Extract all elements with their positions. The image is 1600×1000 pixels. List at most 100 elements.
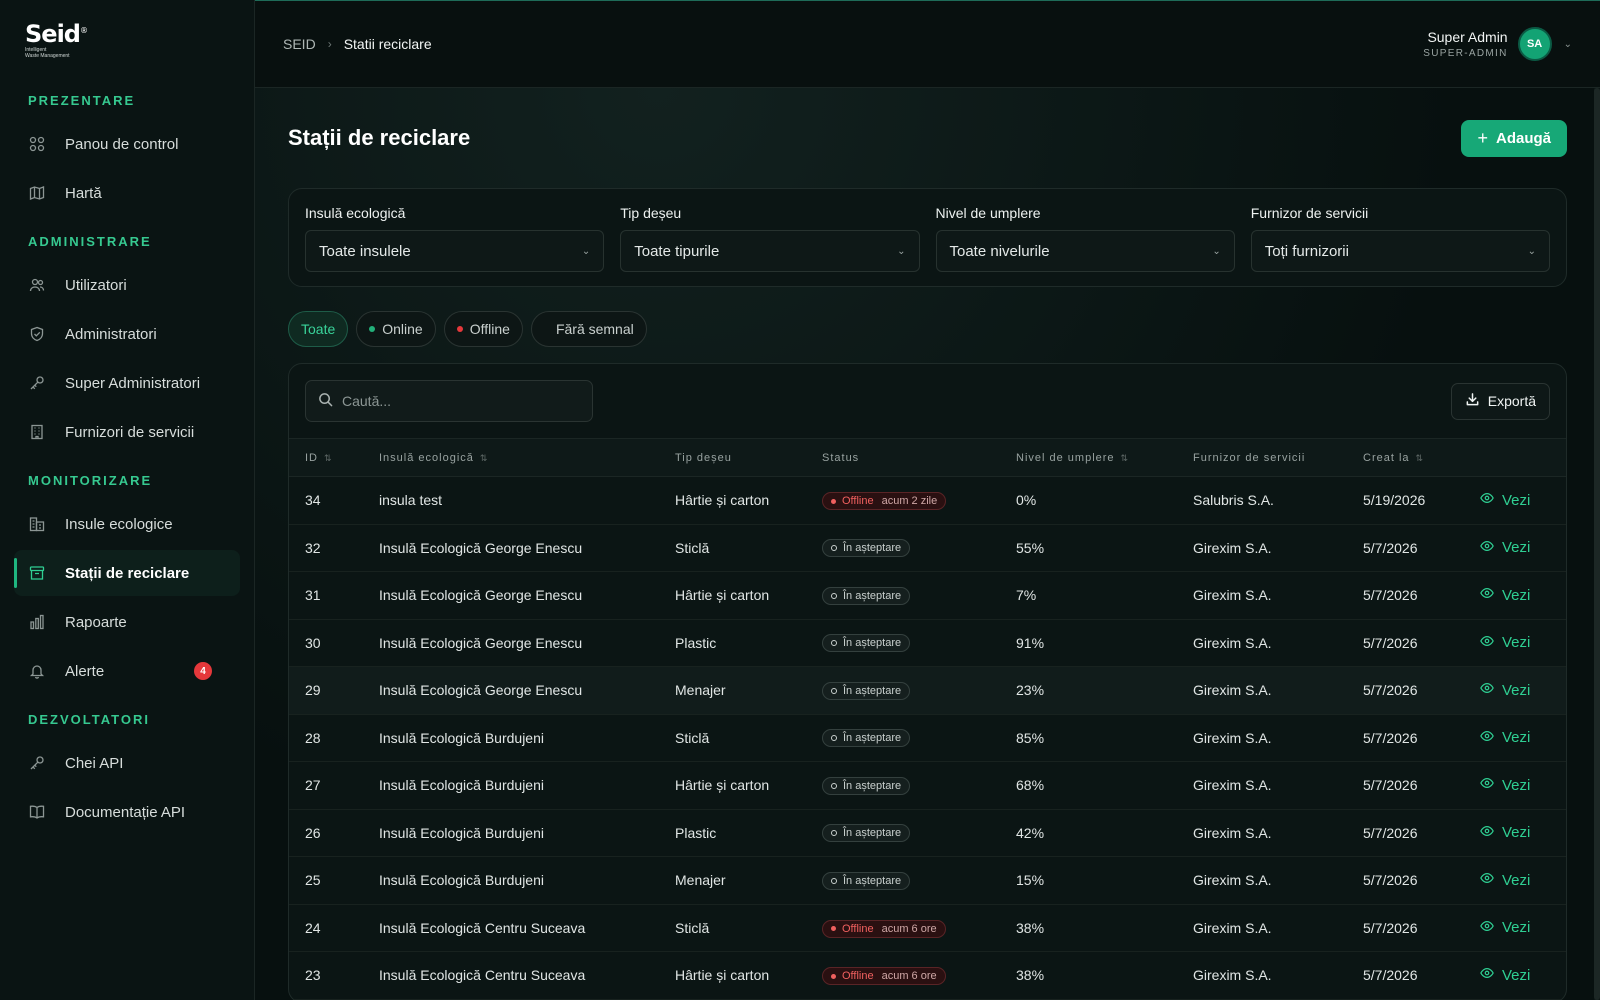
cell-type: Hârtie și carton bbox=[659, 572, 806, 620]
view-button[interactable]: Vezi bbox=[1480, 966, 1530, 984]
filter-select[interactable]: Toate insulele ⌄ bbox=[305, 230, 605, 272]
status-chip[interactable]: Offline bbox=[443, 311, 523, 347]
users-icon bbox=[28, 276, 46, 294]
nav-section-administrare: ADMINISTRARE Utilizatori Administratori Sup… bbox=[14, 234, 240, 455]
bell-icon bbox=[28, 662, 46, 680]
column-header[interactable]: ID ⇅ bbox=[289, 439, 363, 477]
view-button[interactable]: Vezi bbox=[1480, 539, 1530, 557]
column-header[interactable]: Insulă ecologică ⇅ bbox=[363, 439, 659, 477]
cell-created-text: 5/7/2026 bbox=[1363, 539, 1418, 556]
table-row[interactable]: 30 Insulă Ecologică George Enescu Plastic Î… bbox=[289, 619, 1566, 667]
table-row[interactable]: 31 Insulă Ecologică George Enescu Hârtie ș… bbox=[289, 572, 1566, 620]
filter-group: Nivel de umplere Toate nivelurile ⌄ bbox=[935, 205, 1235, 272]
table-row[interactable]: 32 Insulă Ecologică George Enescu Sticlă În… bbox=[289, 524, 1566, 572]
sidebar-item-chei-api[interactable]: Chei API bbox=[14, 740, 240, 786]
column-header-label: Creat la bbox=[1363, 451, 1410, 464]
view-button[interactable]: Vezi bbox=[1480, 491, 1530, 509]
column-header[interactable]: Creat la ⇅ bbox=[1347, 439, 1464, 477]
view-button[interactable]: Vezi bbox=[1480, 871, 1530, 889]
sidebar: Seid® Intelligent Waste Management PREZEN… bbox=[0, 0, 255, 1000]
table-row[interactable]: 24 Insulă Ecologică Centru Suceava Sticlă O… bbox=[289, 904, 1566, 952]
status-chip[interactable]: Online bbox=[356, 311, 436, 347]
filter-select[interactable]: Toate tipurile ⌄ bbox=[620, 230, 920, 272]
cell-provider: Girexim S.A. bbox=[1177, 667, 1347, 715]
cell-id-text: 29 bbox=[305, 682, 321, 699]
cell-created: 5/7/2026 bbox=[1347, 619, 1464, 667]
cell-provider-text: Girexim S.A. bbox=[1193, 729, 1272, 746]
sidebar-item-super-administratori[interactable]: Super Administratori bbox=[14, 360, 240, 406]
column-header: Furnizor de servicii bbox=[1177, 439, 1347, 477]
view-button[interactable]: Vezi bbox=[1480, 681, 1530, 699]
sidebar-item-alerte[interactable]: Alerte 4 bbox=[14, 648, 240, 694]
avatar[interactable]: SA bbox=[1517, 27, 1552, 61]
user-name: Super Admin bbox=[1427, 29, 1508, 45]
cell-fill-level-text: 85% bbox=[1016, 729, 1045, 746]
sort-icon[interactable]: ⇅ bbox=[1415, 452, 1425, 463]
pending-ring-icon bbox=[831, 877, 837, 884]
view-button[interactable]: Vezi bbox=[1480, 634, 1530, 652]
view-button[interactable]: Vezi bbox=[1480, 919, 1530, 937]
table-row[interactable]: 26 Insulă Ecologică Burdujeni Plastic În aș… bbox=[289, 809, 1566, 857]
eye-icon bbox=[1480, 919, 1494, 937]
cell-fill-level-text: 7% bbox=[1016, 587, 1037, 604]
filter-group: Tip deșeu Toate tipurile ⌄ bbox=[620, 205, 920, 272]
cell-provider-text: Girexim S.A. bbox=[1193, 824, 1272, 841]
view-button[interactable]: Vezi bbox=[1480, 586, 1530, 604]
status-chip-label: Offline bbox=[469, 321, 510, 337]
user-menu[interactable]: Super Admin SUPER-ADMIN SA ⌄ bbox=[1423, 27, 1572, 61]
cell-created-text: 5/7/2026 bbox=[1363, 729, 1418, 746]
column-header[interactable]: Nivel de umplere ⇅ bbox=[1000, 439, 1177, 477]
search-input[interactable]: Caută... bbox=[305, 380, 593, 422]
view-button[interactable]: Vezi bbox=[1480, 776, 1530, 794]
cell-fill-level-text: 0% bbox=[1016, 492, 1037, 509]
cell-id: 34 bbox=[289, 477, 363, 525]
chevron-down-icon[interactable]: ⌄ bbox=[1563, 38, 1572, 50]
cell-id-text: 26 bbox=[305, 824, 321, 841]
cell-island: Insulă Ecologică Centru Suceava bbox=[363, 904, 659, 952]
table-row[interactable]: 25 Insulă Ecologică Burdujeni Menajer În aș… bbox=[289, 857, 1566, 904]
offline-dot-icon bbox=[831, 498, 836, 504]
table-row[interactable]: 29 Insulă Ecologică George Enescu Menajer Î… bbox=[289, 666, 1566, 715]
table-row[interactable]: 28 Insulă Ecologică Burdujeni Sticlă În așt… bbox=[289, 714, 1566, 762]
sidebar-item-harta[interactable]: Hartă bbox=[14, 170, 240, 216]
sidebar-item-statii-de-reciclare[interactable]: Stații de reciclare bbox=[14, 550, 240, 596]
sidebar-item-insule-ecologice[interactable]: Insule ecologice bbox=[14, 501, 240, 547]
cell-actions: Vezi bbox=[1464, 667, 1566, 715]
scrollbar-thumb[interactable] bbox=[1594, 88, 1600, 1000]
view-button[interactable]: Vezi bbox=[1480, 729, 1530, 747]
scrollbar[interactable] bbox=[1594, 88, 1600, 1000]
download-icon bbox=[1465, 392, 1480, 410]
table-row[interactable]: 34 insula test Hârtie și carton Offline acum… bbox=[289, 477, 1566, 525]
cell-fill-level-text: 55% bbox=[1016, 539, 1045, 556]
table-row[interactable]: 27 Insulă Ecologică Burdujeni Hârtie și ca… bbox=[289, 762, 1566, 810]
sidebar-item-documentatie-api[interactable]: Documentație API bbox=[14, 789, 240, 835]
sidebar-item-rapoarte[interactable]: Rapoarte bbox=[14, 599, 240, 645]
status-badge: În așteptare bbox=[822, 634, 911, 653]
filter-group: Insulă ecologică Toate insulele ⌄ bbox=[305, 205, 605, 272]
sidebar-item-panou-de-control[interactable]: Panou de control bbox=[14, 121, 240, 167]
sort-icon[interactable]: ⇅ bbox=[1120, 452, 1130, 463]
breadcrumb-root-link[interactable]: SEID bbox=[283, 36, 316, 52]
add-button[interactable]: + Adaugă bbox=[1461, 119, 1567, 157]
export-button[interactable]: Exportă bbox=[1450, 382, 1550, 420]
filter-select[interactable]: Toate nivelurile ⌄ bbox=[935, 230, 1235, 272]
nav-section-monitorizare: MONITORIZARE Insule ecologice Stații de re… bbox=[14, 473, 240, 694]
sort-icon[interactable]: ⇅ bbox=[479, 452, 489, 463]
brand-logo[interactable]: Seid® Intelligent Waste Management bbox=[25, 20, 240, 59]
status-chip[interactable]: Fără semnal bbox=[530, 311, 647, 347]
cell-island-text: Insulă Ecologică Centru Suceava bbox=[379, 967, 586, 984]
table-row[interactable]: 23 Insulă Ecologică Centru Suceava Hârtie … bbox=[289, 952, 1566, 999]
cell-fill-level: 68% bbox=[1000, 762, 1177, 810]
status-badge-label: Offline bbox=[842, 922, 874, 935]
view-button[interactable]: Vezi bbox=[1480, 824, 1530, 842]
cell-type-text: Menajer bbox=[675, 872, 726, 889]
sidebar-item-utilizatori[interactable]: Utilizatori bbox=[14, 262, 240, 308]
sidebar-item-administratori[interactable]: Administratori bbox=[14, 311, 240, 357]
sidebar-item-furnizori-de-servicii[interactable]: Furnizori de servicii bbox=[14, 409, 240, 455]
status-chip[interactable]: Toate bbox=[288, 311, 349, 347]
status-badge: Offline acum 6 ore bbox=[822, 967, 946, 985]
cell-type-text: Hârtie și carton bbox=[675, 967, 770, 984]
status-badge: În așteptare bbox=[822, 586, 911, 605]
sort-icon[interactable]: ⇅ bbox=[324, 452, 333, 463]
filter-select[interactable]: Toți furnizorii ⌄ bbox=[1250, 230, 1550, 272]
